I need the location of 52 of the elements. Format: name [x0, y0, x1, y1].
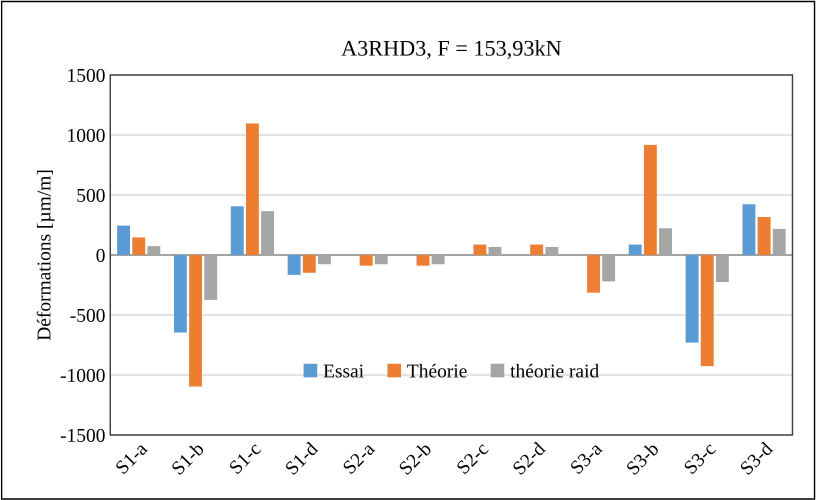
bar	[288, 255, 301, 275]
bar	[473, 244, 486, 255]
legend-label: Essai	[324, 364, 364, 378]
bar	[628, 244, 642, 255]
legend-label: théorie raid	[510, 364, 599, 378]
y-tick-label: 1000	[68, 128, 105, 142]
bar	[545, 246, 558, 255]
y-tick-label: 500	[77, 188, 105, 202]
bar	[659, 228, 672, 255]
bar	[374, 255, 388, 264]
bar	[117, 226, 130, 255]
bar	[644, 144, 657, 255]
bar	[189, 255, 202, 387]
bar	[246, 123, 259, 255]
y-tick-label: 1500	[68, 68, 105, 82]
bar	[488, 246, 502, 255]
bar	[261, 211, 274, 255]
bar	[602, 255, 616, 282]
bar	[587, 255, 600, 293]
y-tick-label: -1000	[60, 368, 105, 382]
bar	[230, 206, 244, 255]
bar	[360, 255, 373, 266]
bar	[147, 246, 160, 255]
chart-title: A3RHD3, F = 153,93kN	[341, 40, 562, 59]
bar	[318, 255, 331, 264]
y-tick-label: 0	[96, 248, 105, 262]
x-tick-label: S3-a	[570, 441, 604, 475]
bar	[302, 255, 316, 273]
bar	[432, 255, 445, 264]
x-tick-label: S1-a	[114, 441, 148, 475]
bar	[686, 255, 698, 343]
bar	[530, 244, 544, 255]
x-tick-label: S2-c	[456, 441, 490, 475]
bar	[772, 228, 786, 255]
x-tick-label: S3-c	[683, 441, 716, 475]
x-tick-label: S1-c	[228, 441, 262, 475]
bar	[174, 255, 187, 333]
x-tick-label: S3-b	[625, 441, 660, 476]
bar	[204, 255, 218, 300]
y-tick-label: -500	[70, 308, 105, 322]
y-tick-label: -1500	[60, 428, 105, 442]
legend-label: Théorie	[407, 364, 467, 378]
x-tick-label: S1-b	[170, 441, 205, 476]
x-tick-label: S2-a	[342, 441, 376, 475]
bar	[416, 255, 430, 266]
bar	[758, 216, 771, 255]
bar	[742, 204, 756, 255]
bar	[716, 255, 729, 282]
x-tick-label: S2-b	[398, 441, 432, 476]
bar	[700, 255, 714, 366]
y-axis-title: Déformations [µm/m]	[36, 170, 55, 340]
bar	[132, 237, 146, 255]
